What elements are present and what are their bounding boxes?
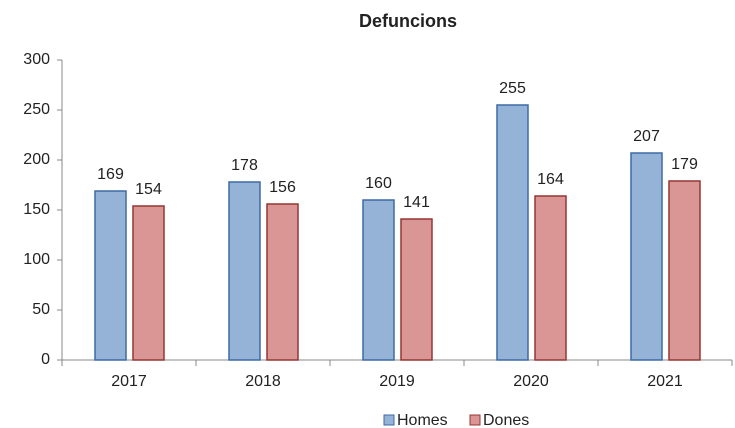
value-label: 156 <box>269 179 296 196</box>
bar <box>496 104 529 361</box>
value-label: 164 <box>537 171 564 188</box>
y-tick-label: 150 <box>23 201 50 218</box>
x-tick-label: 2017 <box>111 373 147 390</box>
value-label: 179 <box>671 156 698 173</box>
legend-swatch <box>383 414 395 426</box>
value-label: 207 <box>633 128 660 145</box>
y-tick-label: 50 <box>32 301 50 318</box>
y-tick-label: 100 <box>23 251 50 268</box>
bar <box>400 218 433 361</box>
value-label: 141 <box>403 194 430 211</box>
value-label: 154 <box>135 181 162 198</box>
y-tick-label: 200 <box>23 151 50 168</box>
y-tick-label: 250 <box>23 101 50 118</box>
x-tick-label: 2021 <box>647 373 683 390</box>
bar <box>362 199 395 361</box>
legend-label: Homes <box>397 412 448 428</box>
x-tick-label: 2020 <box>513 373 549 390</box>
legend-label: Dones <box>483 412 529 428</box>
value-label: 169 <box>97 166 124 183</box>
bar <box>132 205 165 361</box>
x-tick-label: 2019 <box>379 373 415 390</box>
bar <box>228 181 261 361</box>
x-tick-label: 2018 <box>245 373 281 390</box>
y-tick-label: 0 <box>41 351 50 368</box>
value-label: 178 <box>231 157 258 174</box>
bar <box>266 203 299 361</box>
y-tick-label: 300 <box>23 51 50 68</box>
value-label: 255 <box>499 80 526 97</box>
chart-title: Defuncions <box>359 11 457 31</box>
bar <box>630 152 663 361</box>
bar <box>534 195 567 361</box>
bar <box>668 180 701 361</box>
bar <box>94 190 127 361</box>
legend-swatch <box>469 414 481 426</box>
value-label: 160 <box>365 175 392 192</box>
